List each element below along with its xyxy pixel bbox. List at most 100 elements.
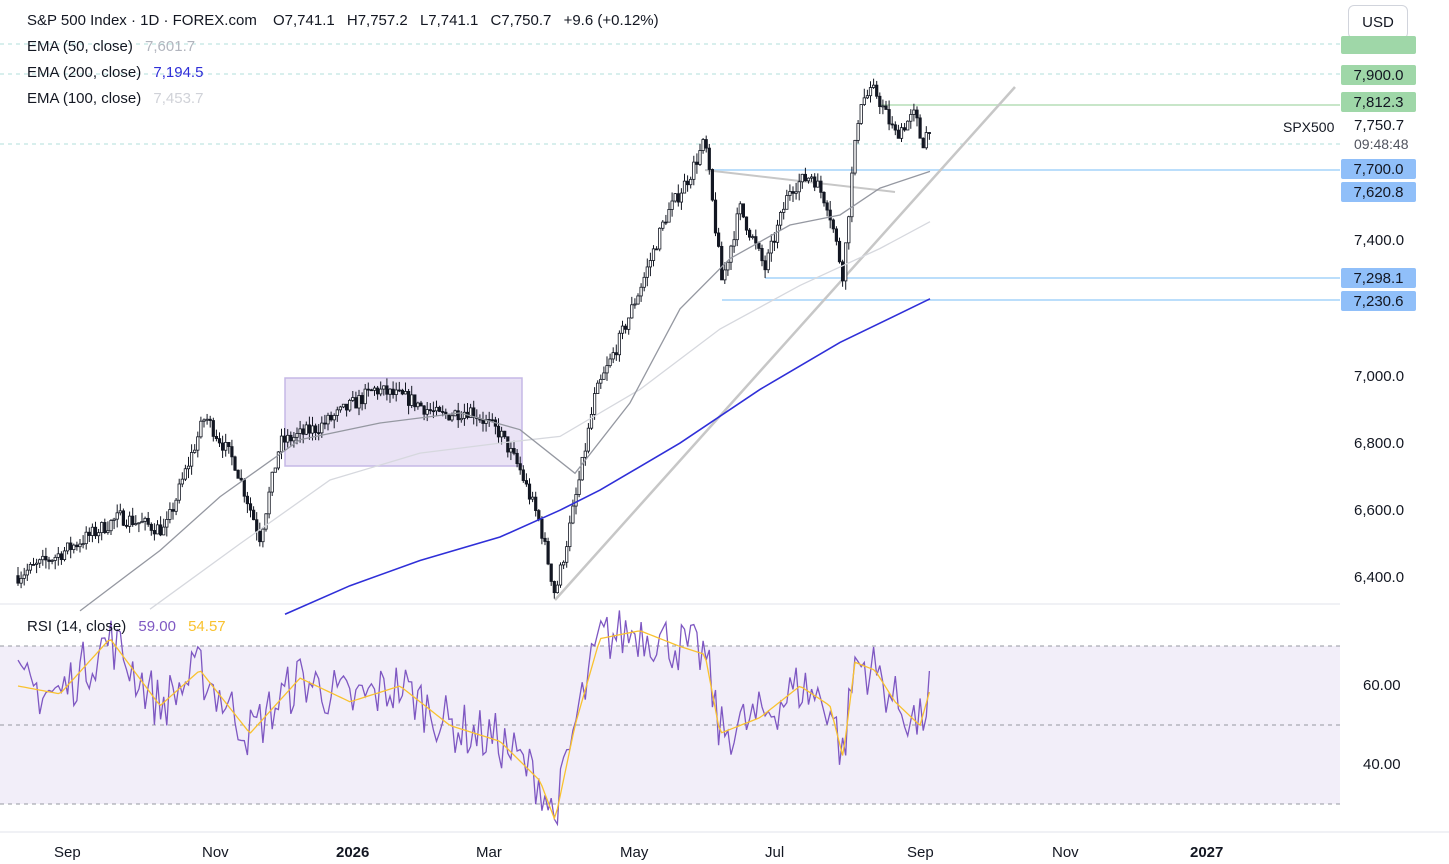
candle-body	[344, 403, 349, 411]
candle-body	[906, 120, 910, 131]
candle-body	[853, 139, 857, 174]
candle-body	[227, 441, 231, 447]
candle-body	[279, 435, 284, 453]
candle-body	[499, 430, 504, 438]
candle-body	[100, 522, 104, 534]
candle-body	[676, 193, 680, 203]
candle-body	[406, 391, 411, 406]
candle-body	[509, 448, 513, 453]
candle-body	[69, 542, 73, 550]
candle-body	[924, 132, 928, 149]
candle-body	[112, 518, 116, 521]
candle-body	[800, 173, 804, 183]
candle-body	[887, 109, 891, 125]
candle-body	[292, 436, 296, 442]
candle-body	[103, 522, 107, 534]
candle-body	[459, 417, 463, 421]
candle-body	[589, 413, 594, 429]
rsi-tick: 60.00	[1363, 677, 1401, 694]
candle-body	[927, 132, 932, 134]
candle-body	[62, 550, 67, 561]
candle-body	[899, 127, 904, 139]
candle-body	[577, 479, 581, 495]
candle-body	[360, 395, 364, 405]
candle-body	[385, 385, 389, 395]
candle-body	[748, 229, 752, 238]
ohlc-low: L7,741.1	[419, 12, 479, 29]
candle-body	[38, 559, 42, 564]
candle-body	[90, 526, 94, 536]
candle-body	[416, 402, 420, 408]
candle-body	[97, 532, 101, 537]
price-tick: 7,400.0	[1354, 232, 1405, 249]
candle-body	[366, 388, 370, 391]
candle-body	[267, 491, 271, 515]
candle-body	[56, 553, 60, 558]
candle-body	[710, 169, 715, 201]
candle-body	[909, 114, 913, 122]
candle-body	[372, 387, 377, 391]
candle-body	[642, 276, 646, 288]
candle-body	[766, 252, 770, 271]
candle-body	[484, 419, 488, 424]
candle-body	[75, 544, 79, 548]
candle-body	[506, 436, 510, 453]
candle-body	[441, 411, 445, 413]
candle-body	[496, 425, 501, 438]
candle-body	[199, 420, 203, 438]
candle-body	[834, 228, 839, 242]
candle-body	[729, 245, 733, 263]
candle-body	[738, 203, 742, 215]
candle-body	[307, 424, 312, 434]
candle-body	[304, 424, 308, 435]
chart-title: S&P 500 Index · 1D · FOREX.com	[27, 12, 257, 29]
candle-body	[639, 286, 643, 297]
candle-body	[586, 427, 591, 452]
time-tick: May	[620, 844, 649, 861]
candle-body	[22, 574, 26, 579]
candle-body	[25, 569, 29, 576]
legend-ema50[interactable]: EMA (50, close) 7,601.7	[27, 38, 203, 55]
candle-body	[769, 240, 773, 254]
currency-button[interactable]: USD	[1348, 5, 1408, 39]
candle-body	[286, 434, 290, 443]
legend-ema100[interactable]: EMA (100, close) 7,453.7	[27, 90, 211, 107]
candle-body	[189, 452, 194, 467]
candle-body	[775, 224, 780, 243]
candle-body	[658, 227, 662, 250]
candle-body	[490, 419, 494, 422]
candle-body	[744, 216, 749, 231]
candle-body	[704, 139, 708, 149]
candle-body	[524, 480, 529, 485]
candle-body	[918, 117, 922, 139]
candle-body	[794, 191, 798, 194]
time-tick: 2026	[336, 844, 370, 861]
legend-ema200[interactable]: EMA (200, close) 7,194.5	[27, 64, 211, 81]
candle-body	[165, 519, 169, 528]
candle-body	[785, 195, 789, 210]
candle-body	[348, 399, 352, 411]
candle-body	[825, 202, 829, 211]
time-tick: Nov	[1052, 844, 1079, 861]
candle-body	[44, 555, 48, 561]
price-tag-7812: 7,812.3	[1341, 92, 1416, 112]
candle-body	[617, 332, 622, 356]
candle-body	[162, 526, 166, 536]
candle-body	[208, 418, 212, 421]
candle-body	[369, 389, 374, 392]
candle-body	[599, 378, 603, 384]
candle-body	[425, 409, 429, 415]
candle-body	[375, 387, 380, 395]
candle-body	[400, 389, 405, 395]
candle-body	[224, 441, 228, 451]
candle-body	[351, 397, 355, 401]
price-tag-top	[1341, 36, 1416, 54]
candle-body	[661, 221, 665, 229]
candle-body	[884, 105, 888, 110]
candle-body	[50, 560, 54, 562]
candle-body	[255, 519, 259, 532]
legend-rsi[interactable]: RSI (14, close) 59.00 54.57	[27, 618, 234, 635]
candle-body	[121, 510, 125, 526]
candle-body	[875, 84, 879, 97]
